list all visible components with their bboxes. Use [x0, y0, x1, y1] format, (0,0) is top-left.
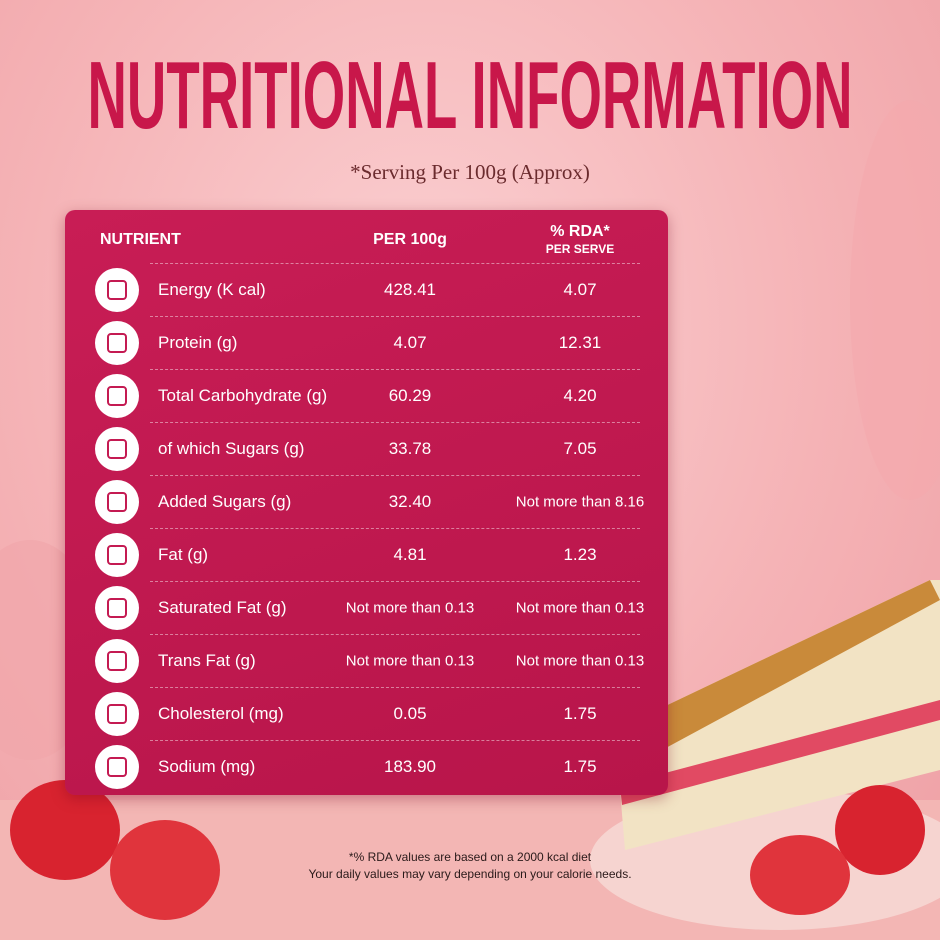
footnote: *% RDA values are based on a 2000 kcal d…: [348, 850, 592, 864]
per-100g: 32.40: [388, 492, 432, 511]
per-100g: 183.90: [384, 757, 436, 776]
header-cell: % RDA*: [550, 223, 610, 240]
rda: Not more than 0.13: [515, 599, 645, 617]
nutrient-name: Fat (g): [158, 545, 209, 564]
strawberry: [110, 820, 220, 920]
rda: 1.23: [563, 545, 597, 564]
rda: 1.75: [563, 704, 597, 723]
nutrient-name: Total Carbohydrate (g): [158, 386, 328, 405]
nutrient-icon: [95, 533, 139, 577]
nutrient-icon: [95, 374, 139, 418]
row-separator: [150, 528, 640, 529]
rda: 7.05: [563, 439, 597, 458]
nutrient-icon: [95, 268, 139, 312]
cake-top: [615, 580, 940, 770]
rda: 4.20: [563, 386, 597, 405]
per-100g: 33.78: [388, 439, 432, 458]
rda: 4.07: [563, 280, 597, 299]
nutrient-name: of which Sugars (g): [158, 439, 305, 458]
header-subcell: PER SERVE: [545, 242, 615, 256]
per-100g: 4.07: [393, 333, 427, 352]
title-box: NUTRITIONAL INFORMATION: [88, 42, 853, 149]
cake-jam: [620, 700, 940, 805]
row-separator: [150, 740, 640, 741]
per-100g: 0.05: [393, 704, 427, 723]
rda: Not more than 8.16: [515, 493, 645, 511]
rda: 1.75: [563, 757, 597, 776]
nutrition-table: NUTRIENT PER 100g % RDA* PER SERVE Energy (K…: [65, 210, 668, 795]
nutrient-icon: [95, 586, 139, 630]
rda: 12.31: [558, 333, 602, 352]
row-separator: [150, 316, 640, 317]
row-separator: [150, 687, 640, 688]
nutrient-name: Energy (K cal): [158, 280, 266, 299]
nutrient-name: Trans Fat (g): [158, 651, 256, 670]
nutrient-icon: [95, 321, 139, 365]
row-separator: [150, 475, 640, 476]
nutrient-icon: [95, 639, 139, 683]
nutrient-name: Sodium (mg): [158, 757, 256, 776]
per-100g: Not more than 0.13: [345, 599, 475, 617]
nutrient-name: Saturated Fat (g): [158, 598, 287, 617]
strawberry: [835, 785, 925, 875]
nutrient-icon: [95, 745, 139, 789]
per-100g: 60.29: [388, 386, 432, 405]
nutrient-name: Added Sugars (g): [158, 492, 292, 511]
header-cell: NUTRIENT: [100, 231, 181, 248]
per-100g: 428.41: [384, 280, 436, 299]
per-100g: 4.81: [393, 545, 427, 564]
nutrient-icon: [95, 692, 139, 736]
title: NUTRITIONAL INFORMATION: [88, 42, 853, 149]
row-separator: [150, 263, 640, 264]
footnote: Your daily values may vary depending on …: [308, 867, 632, 881]
row-separator: [150, 369, 640, 370]
nutrient-icon: [95, 480, 139, 524]
nutrient-name: Cholesterol (mg): [158, 704, 284, 723]
nutrient-name: Protein (g): [158, 333, 238, 352]
header-cell: PER 100g: [373, 231, 447, 248]
strawberry: [750, 835, 850, 915]
nutrient-icon: [95, 427, 139, 471]
per-100g: Not more than 0.13: [345, 652, 475, 670]
row-separator: [150, 581, 640, 582]
row-separator: [150, 634, 640, 635]
strawberry: [10, 780, 120, 880]
silk: [850, 100, 940, 500]
rda: Not more than 0.13: [515, 652, 645, 670]
subtitle: *Serving Per 100g (Approx): [350, 160, 590, 184]
row-separator: [150, 422, 640, 423]
